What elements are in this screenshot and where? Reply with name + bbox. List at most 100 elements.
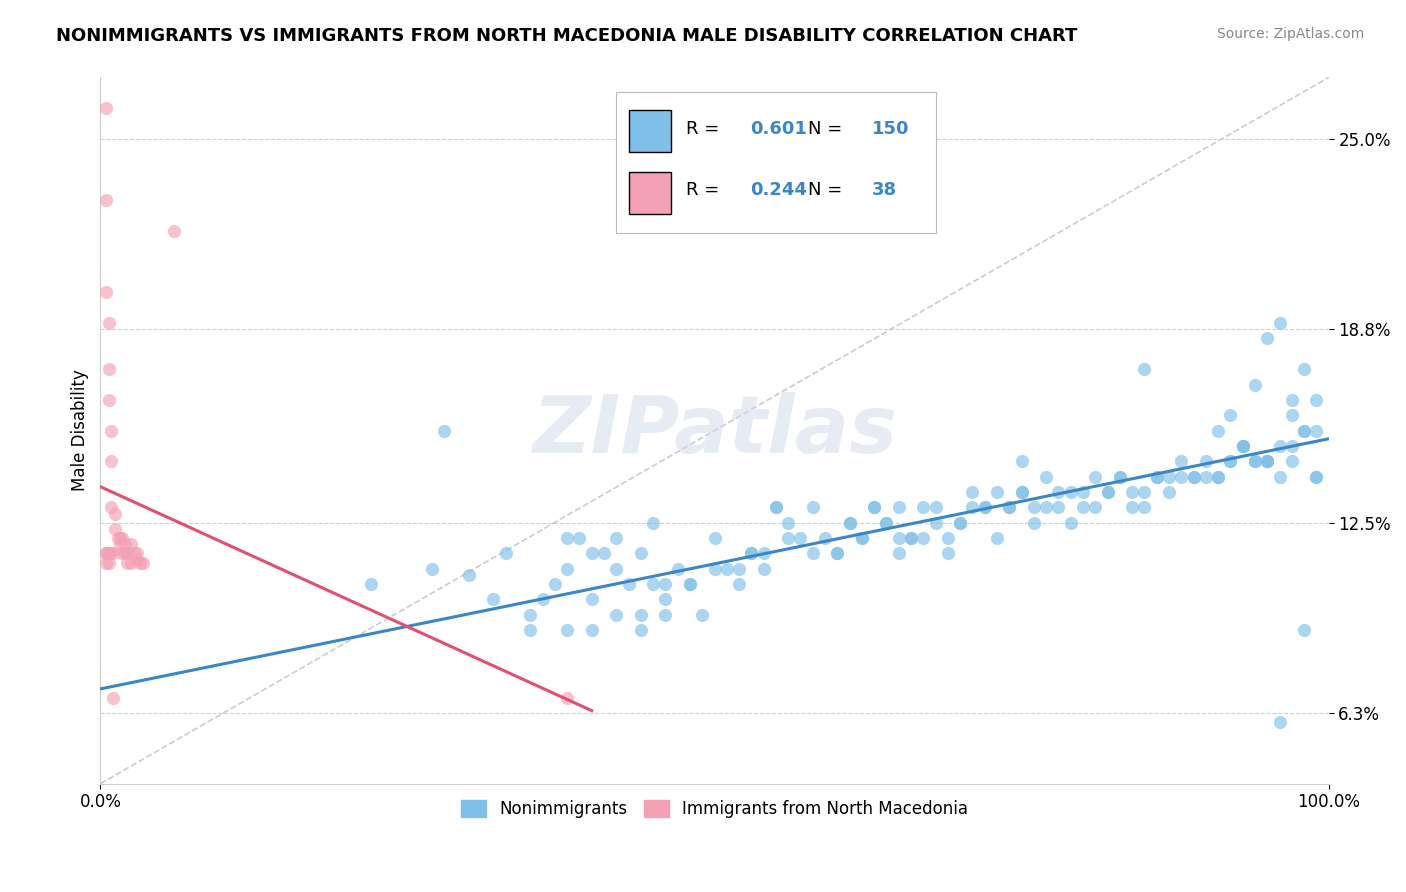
Point (1022, 516, 1045, 530)
Point (605, 607, 627, 622)
Point (641, 577, 664, 591)
Point (1060, 516, 1083, 530)
Point (1256, 331, 1278, 345)
Point (1146, 469, 1168, 483)
Point (127, 552, 149, 566)
Point (936, 546, 959, 560)
Point (108, 537, 131, 551)
Point (1071, 485, 1094, 500)
Point (654, 592, 676, 607)
Point (1294, 424, 1316, 438)
Point (1097, 485, 1119, 500)
Point (114, 822, 136, 837)
Point (101, 546, 124, 560)
Point (1232, 439, 1254, 453)
Point (740, 546, 762, 560)
Point (1195, 454, 1218, 468)
Point (1281, 409, 1303, 423)
Point (1256, 454, 1278, 468)
Point (555, 690, 578, 705)
Point (690, 607, 713, 622)
Point (97, 546, 120, 560)
Point (801, 500, 824, 515)
Point (1060, 485, 1083, 500)
Point (98, 546, 121, 560)
Point (100, 500, 122, 515)
Point (1170, 454, 1192, 468)
Point (814, 531, 837, 545)
Point (1281, 392, 1303, 407)
Point (1097, 485, 1119, 500)
Point (851, 531, 873, 545)
Point (962, 485, 984, 500)
Point (851, 531, 873, 545)
Point (96, 194, 118, 208)
Point (519, 607, 541, 622)
Point (101, 690, 124, 705)
Point (1294, 424, 1316, 438)
Point (544, 577, 567, 591)
Point (420, 562, 443, 576)
Point (654, 607, 676, 622)
Point (1133, 362, 1156, 376)
Point (111, 531, 134, 545)
Point (97, 392, 120, 407)
Point (107, 531, 129, 545)
Point (433, 424, 456, 438)
Point (1281, 439, 1303, 453)
Point (838, 516, 860, 530)
Point (97, 362, 120, 376)
Point (1305, 469, 1327, 483)
Point (1011, 485, 1033, 500)
Point (360, 577, 382, 591)
Point (703, 531, 725, 545)
Point (801, 546, 824, 560)
Point (1182, 469, 1205, 483)
Point (97, 546, 120, 560)
Point (120, 537, 142, 551)
Point (581, 623, 603, 637)
Point (973, 500, 995, 515)
Point (555, 623, 578, 637)
Point (887, 500, 910, 515)
Point (1047, 485, 1070, 500)
Point (666, 562, 689, 576)
Point (900, 531, 922, 545)
Point (1133, 485, 1156, 500)
Point (716, 562, 738, 576)
Point (96, 546, 118, 560)
Point (1157, 469, 1180, 483)
Point (100, 454, 122, 468)
Point (1022, 500, 1045, 515)
Point (605, 562, 627, 576)
Point (679, 577, 702, 591)
Point (949, 516, 972, 530)
Point (1035, 469, 1057, 483)
Point (654, 577, 676, 591)
Point (122, 546, 145, 560)
Point (163, 224, 186, 238)
Point (778, 531, 800, 545)
Point (986, 531, 1008, 545)
Point (827, 546, 849, 560)
Point (96, 556, 118, 570)
Point (96, 546, 118, 560)
Point (96, 285, 118, 300)
Point (1305, 424, 1327, 438)
Point (457, 568, 479, 582)
Point (97, 556, 120, 570)
Point (998, 500, 1021, 515)
Point (630, 623, 652, 637)
Point (1011, 454, 1033, 468)
Point (641, 516, 664, 530)
Point (924, 500, 946, 515)
Legend: Nonimmigrants, Immigrants from North Macedonia: Nonimmigrants, Immigrants from North Mac… (454, 793, 974, 825)
Point (728, 562, 751, 576)
Point (1195, 469, 1218, 483)
Point (120, 556, 142, 570)
Point (1206, 469, 1229, 483)
Point (581, 592, 603, 607)
Point (1244, 454, 1267, 468)
Point (1294, 623, 1316, 637)
Point (1157, 485, 1180, 500)
